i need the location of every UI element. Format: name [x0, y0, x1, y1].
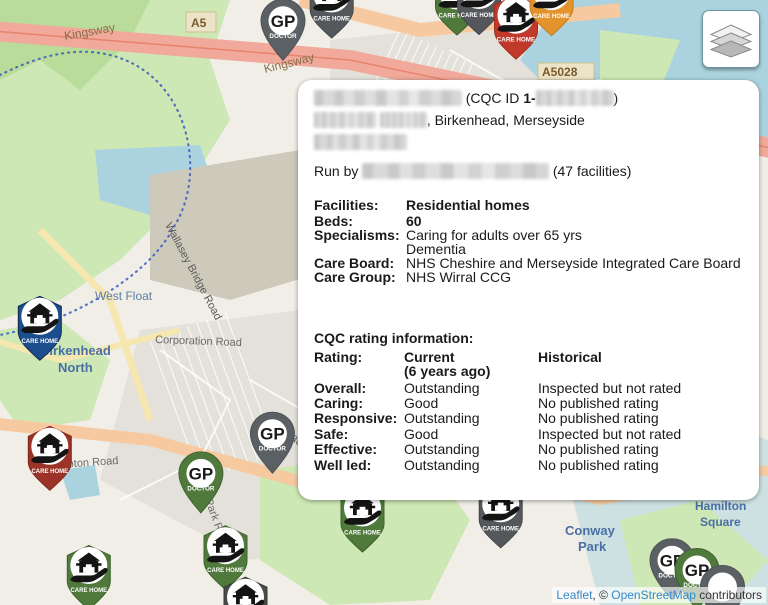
svg-text:West Float: West Float: [95, 289, 153, 303]
svg-text:Park: Park: [578, 539, 607, 554]
svg-text:GP: GP: [189, 464, 214, 483]
svg-text:Hamilton: Hamilton: [695, 499, 746, 513]
svg-text:A5: A5: [191, 16, 207, 30]
svg-text:CARE HOME: CARE HOME: [31, 469, 68, 475]
svg-text:GP: GP: [271, 12, 296, 31]
svg-text:Square: Square: [700, 515, 741, 529]
svg-text:CARE HOME: CARE HOME: [70, 588, 107, 594]
svg-text:CARE HOME: CARE HOME: [461, 13, 498, 19]
svg-text:DOCTOR: DOCTOR: [259, 446, 287, 453]
svg-text:CARE HOME: CARE HOME: [207, 568, 244, 574]
svg-text:CARE HOME: CARE HOME: [497, 37, 535, 44]
svg-text:CARE HOME: CARE HOME: [21, 339, 58, 345]
svg-text:A5028: A5028: [542, 65, 578, 79]
svg-text:CARE HOME: CARE HOME: [482, 526, 519, 532]
svg-text:DOCTOR: DOCTOR: [187, 485, 215, 492]
svg-text:Conway: Conway: [565, 523, 616, 538]
svg-text:CARE HOME: CARE HOME: [533, 14, 570, 20]
svg-text:CARE HOME: CARE HOME: [344, 531, 381, 537]
svg-text:GP: GP: [260, 425, 285, 444]
svg-text:DOCTOR: DOCTOR: [269, 33, 297, 40]
svg-text:North: North: [58, 360, 93, 375]
svg-text:CARE HOME: CARE HOME: [313, 17, 350, 23]
